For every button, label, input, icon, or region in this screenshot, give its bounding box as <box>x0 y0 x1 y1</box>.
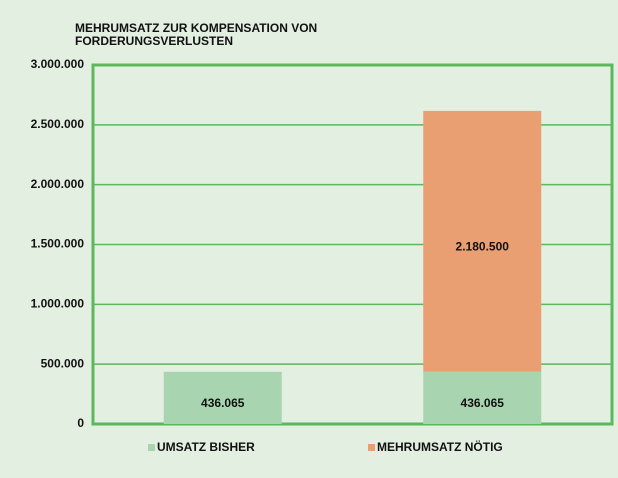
y-tick-label: 2.500.000 <box>31 117 85 131</box>
bar-segment <box>423 371 542 424</box>
legend-label: MEHRUMSATZ NÖTIG <box>377 439 503 454</box>
chart-title: MEHRUMSATZ ZUR KOMPENSATION VON FORDERUN… <box>75 21 318 48</box>
y-tick-label: 1.500.000 <box>31 237 85 251</box>
y-tick-label: 1.000.000 <box>31 297 85 311</box>
bar-segment <box>423 110 542 372</box>
data-label: 436.065 <box>201 396 245 410</box>
data-label: 436.065 <box>461 396 505 410</box>
y-tick-label: 2.000.000 <box>31 177 85 191</box>
data-label: 2.180.500 <box>456 240 510 254</box>
y-tick-label: 3.000.000 <box>31 57 85 71</box>
y-tick-label: 500.000 <box>41 356 85 370</box>
legend-swatch <box>148 444 155 451</box>
legend-swatch <box>368 444 375 451</box>
bar-segment <box>163 371 282 424</box>
y-tick-label: 0 <box>77 416 84 430</box>
legend-label: UMSATZ BISHER <box>157 440 255 454</box>
